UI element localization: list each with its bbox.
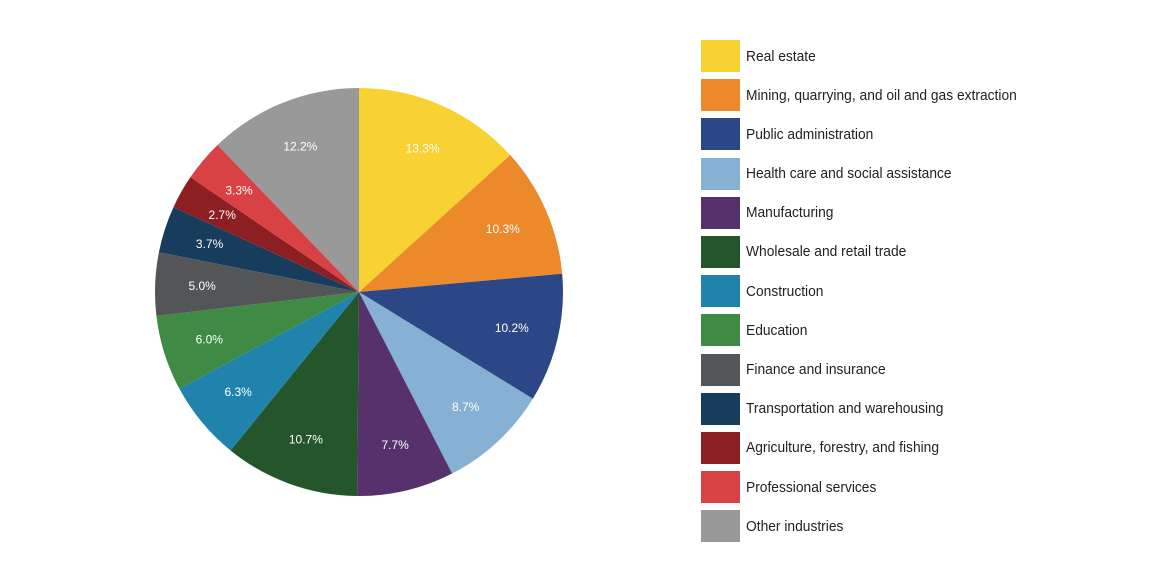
legend-entry-finance-and-insurance: Finance and insurance [701,353,1040,386]
legend-entry-health-care-and-social-assistance: Health care and social assistance [701,157,1040,190]
pie-chart: 13.3% 10.3% 10.2% 8.7% 7.7% 10.7% 6.3% 6.0% 5.0%… [154,88,563,496]
slice-label-mining-quarrying-and-oil-and-gas-extraction: 10.3% [486,222,520,236]
legend-label: Construction [746,282,824,300]
pie-slice-agriculture-forestry-and-fishing [173,177,359,292]
legend-entry-education: Education [701,314,1040,347]
slice-label-construction: 6.3% [224,385,252,399]
legend-entry-manufacturing: Manufacturing [701,196,1040,229]
legend-label: Transportation and warehousing [746,400,944,418]
legend-swatch [701,196,740,229]
legend-entry-construction: Construction [701,275,1040,308]
legend-swatch [701,157,740,190]
pie-slice-professional-services [190,144,359,292]
slice-label-transportation-and-warehousing: 3.7% [196,237,224,251]
pie-slices [154,88,563,496]
pie-slice-transportation-and-warehousing [158,207,359,292]
legend-label: Health care and social assistance [746,165,952,183]
legend-swatch [701,275,740,308]
legend-swatch [701,510,740,543]
legend-label: Professional services [746,478,877,496]
legend-label: Real estate [746,47,816,65]
legend-label: Manufacturing [746,204,834,222]
legend-swatch [701,79,740,112]
legend-entry-agriculture-forestry-and-fishing: Agriculture, forestry, and fishing [701,431,1040,464]
legend-entry-real-estate: Real estate [701,40,1040,72]
legend-label: Other industries [746,517,844,535]
slice-label-other-industries: 12.2% [283,139,317,153]
legend-entry-wholesale-and-retail-trade: Wholesale and retail trade [701,235,1040,268]
slice-label-public-administration: 10.2% [495,321,529,335]
legend-label: Wholesale and retail trade [746,243,907,261]
pie-slice-health-care-and-social-assistance [359,292,533,474]
pie-slice-construction [179,292,359,451]
legend-entry-public-administration: Public administration [701,118,1040,151]
slice-label-agriculture-forestry-and-fishing: 2.7% [209,208,237,222]
legend-entry-professional-services: Professional services [701,471,1040,504]
legend-swatch [701,118,740,151]
legend-swatch [701,235,740,268]
pie-slice-finance-and-insurance [154,252,359,316]
legend-entry-transportation-and-warehousing: Transportation and warehousing [701,392,1040,425]
slice-label-professional-services: 3.3% [225,184,253,198]
legend-entry-mining-quarrying-and-oil-and-gas-extraction: Mining, quarrying, and oil and gas extra… [701,79,1040,112]
legend-label: Agriculture, forestry, and fishing [746,439,940,457]
legend-label: Education [746,321,808,339]
legend-label: Finance and insurance [746,361,886,378]
pie-slice-wholesale-and-retail-trade [230,292,359,496]
legend-swatch [701,353,740,386]
slice-label-finance-and-insurance: 5.0% [188,279,216,293]
legend-label: Mining, quarrying, and oil and gas extra… [746,86,1017,104]
legend: Real estate Mining, quarrying, and oil an… [701,40,1040,549]
pie-slice-real-estate [359,88,511,292]
pie-slice-public-administration [359,273,563,399]
pie-slice-manufacturing [357,292,453,496]
slice-label-wholesale-and-retail-trade: 10.7% [289,433,323,447]
legend-label: Public administration [746,125,874,143]
pie-slice-mining-quarrying-and-oil-and-gas-extraction [359,155,563,292]
pie-slice-education [156,292,359,389]
legend-swatch [701,471,740,504]
legend-entry-other-industries: Other industries [701,510,1040,543]
slice-label-real-estate: 13.3% [406,141,440,155]
legend-swatch [701,40,740,72]
slice-label-health-care-and-social-assistance: 8.7% [452,400,480,414]
legend-swatch [701,431,740,464]
legend-swatch [701,392,740,425]
legend-swatch [701,314,740,347]
pie-slice-other-industries [217,88,359,292]
slice-label-education: 6.0% [196,332,224,346]
pie-slice-labels: 13.3% 10.3% 10.2% 8.7% 7.7% 10.7% 6.3% 6.0% 5.0%… [188,139,529,451]
slice-label-manufacturing: 7.7% [381,438,409,452]
